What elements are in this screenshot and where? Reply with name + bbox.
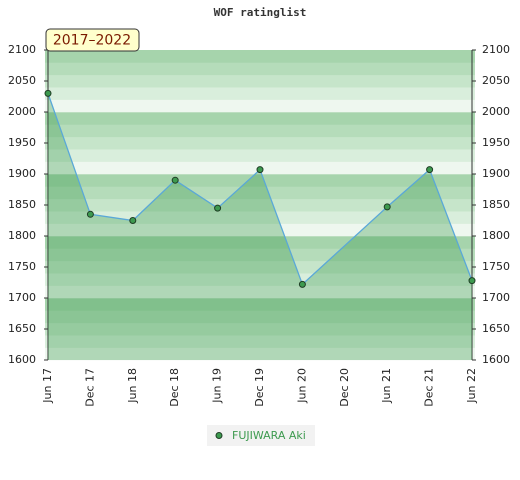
point — [86, 210, 94, 218]
x-tick-label: Jun 19 — [211, 368, 224, 404]
stripe — [45, 298, 475, 311]
y-tick-label: 1850 — [8, 198, 36, 211]
y-tick-label-right: 1900 — [482, 167, 510, 180]
stripe — [45, 273, 475, 286]
x-tick-label: Jun 17 — [41, 368, 54, 404]
stripe — [45, 149, 475, 162]
y-tick-label: 2100 — [8, 43, 36, 56]
y-tick-label-right: 1850 — [482, 198, 510, 211]
y-tick-label-right: 2100 — [482, 43, 510, 56]
stripe — [45, 248, 475, 262]
y-tick-label-right: 2050 — [482, 74, 510, 87]
y-tick-label-right: 1800 — [482, 229, 510, 242]
stripe — [45, 112, 475, 125]
stripe — [45, 310, 475, 324]
stripe — [45, 99, 475, 113]
y-tick-label: 1600 — [8, 353, 36, 366]
stripe — [45, 50, 475, 63]
x-tick-label: Dec 21 — [423, 368, 436, 407]
annotation-box — [45, 28, 140, 52]
stripe — [45, 87, 475, 100]
background-bands — [45, 50, 475, 361]
y-tick-label: 1950 — [8, 136, 36, 149]
stripe — [45, 136, 475, 150]
y-tick-label-right: 1650 — [482, 322, 510, 335]
x-tick-label: Jun 20 — [295, 368, 308, 404]
stripe — [45, 260, 475, 274]
point — [171, 176, 179, 184]
y-tick-label-right: 1700 — [482, 291, 510, 304]
point — [214, 204, 222, 212]
area — [48, 93, 472, 361]
stripe — [45, 335, 475, 348]
chart-title: WOF ratinglist — [214, 6, 307, 19]
stripe — [45, 236, 475, 249]
x-tick-label: Dec 20 — [338, 368, 351, 407]
legend-marker — [215, 432, 223, 439]
point — [298, 280, 306, 288]
y-tick-label: 1700 — [8, 291, 36, 304]
point — [468, 277, 476, 285]
legend-label: FUJIWARA Aki — [232, 429, 306, 442]
x-tick-label: Jun 18 — [126, 368, 139, 404]
x-tick-label: Dec 17 — [83, 368, 96, 407]
stripe — [45, 285, 475, 299]
y-tick-label: 1800 — [8, 229, 36, 242]
x-tick-label: Dec 18 — [168, 368, 181, 407]
point — [383, 203, 391, 211]
stripe — [45, 62, 475, 76]
point — [44, 89, 52, 97]
y-tick-label-right: 1750 — [482, 260, 510, 273]
y-tick-label-right: 1600 — [482, 353, 510, 366]
y-tick-label-right: 2000 — [482, 105, 510, 118]
point — [129, 217, 137, 224]
legend-box — [207, 425, 315, 446]
stripe — [45, 211, 475, 224]
line — [47, 93, 473, 286]
x-tick-label: Jun 22 — [465, 368, 478, 404]
stripe — [45, 124, 475, 138]
point — [426, 166, 434, 174]
stripe — [45, 223, 475, 237]
y-tick-label: 2000 — [8, 105, 36, 118]
x-tick-label: Dec 19 — [253, 368, 266, 407]
stripe — [45, 347, 475, 361]
y-tick-label: 1650 — [8, 322, 36, 335]
y-tick-label-right: 1950 — [482, 136, 510, 149]
stripe — [45, 74, 475, 88]
stripe — [45, 322, 475, 336]
stripe — [45, 174, 475, 187]
point — [256, 166, 264, 174]
y-tick-label: 1750 — [8, 260, 36, 273]
y-tick-label: 2050 — [8, 74, 36, 87]
stripe — [45, 186, 475, 200]
annotation: 2017–2022 — [53, 33, 131, 49]
x-tick-label: Jun 21 — [380, 368, 393, 404]
y-tick-label: 1900 — [8, 167, 36, 180]
